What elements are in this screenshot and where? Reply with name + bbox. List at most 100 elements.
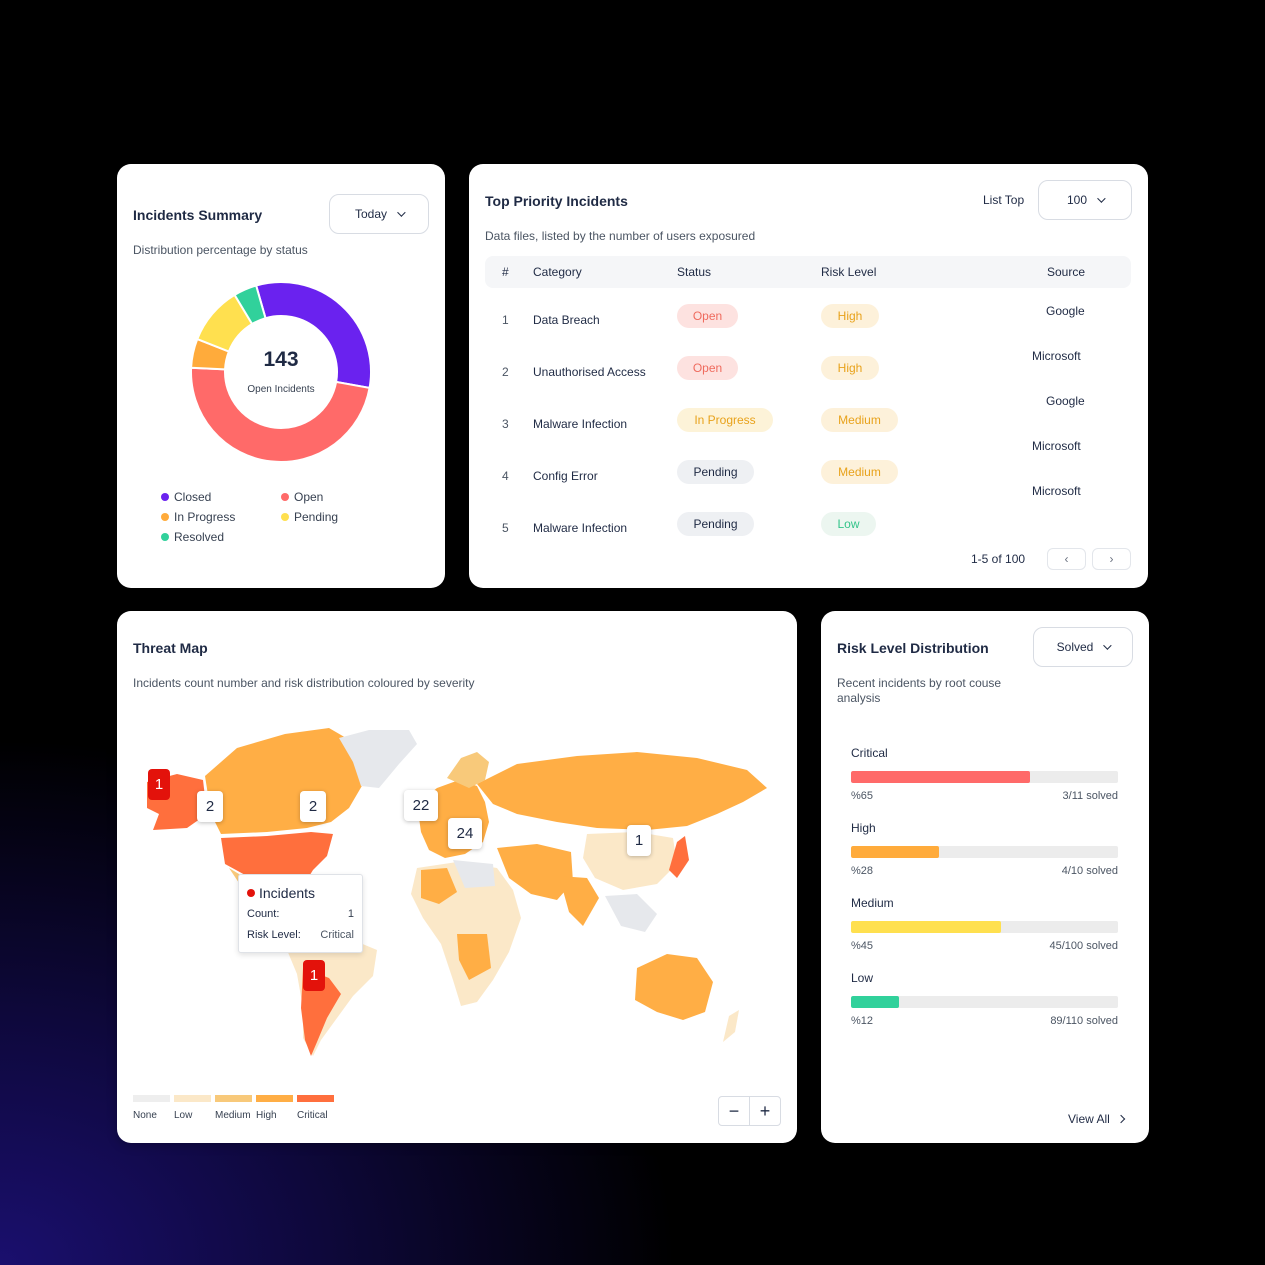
map-marker[interactable]: 2 [300,791,326,822]
risk-filter-value: Solved [1056,640,1094,654]
list-top-dropdown[interactable]: 100 [1038,180,1132,220]
tooltip-risk-label: Risk Level: [247,929,301,941]
tooltip-risk-value: Critical [320,929,354,941]
risk-level-percent: %45 [851,940,874,952]
risk-distribution-title: Risk Level Distribution [837,640,989,656]
table-row[interactable]: 4 Config Error Pending Medium [485,448,1131,500]
incidents-summary-title: Incidents Summary [133,207,263,223]
risk-level-solved: 4/10 solved [1061,865,1118,877]
risk-level-fill [851,771,1030,783]
table-row[interactable]: 2 Unauthorised Access Open High [485,344,1131,396]
chevron-down-icon [1103,641,1113,650]
scale-label: Low [174,1110,193,1121]
scale-critical [297,1095,334,1102]
africa-west-region [421,868,457,904]
source-cell: Microsoft [1032,439,1081,453]
legend-dot [161,493,169,501]
zoom-in-button[interactable]: + [749,1096,781,1126]
chevron-down-icon [1097,194,1106,203]
scale-label: Critical [297,1110,328,1121]
list-top-value: 100 [1066,193,1088,207]
summary-period-dropdown[interactable]: Today [329,194,429,234]
source-cell: Google [1046,304,1085,318]
map-marker[interactable]: 1 [148,769,170,800]
russia-region [477,752,767,830]
legend-resolved: Resolved [161,530,224,544]
risk-level-percent: %12 [851,1015,874,1027]
africa-north-region [453,860,495,888]
legend-label: Resolved [174,530,225,544]
risk-level-solved: 3/11 solved [1062,790,1118,802]
map-marker[interactable]: 24 [448,818,482,849]
risk-level-solved: 89/110 solved [1050,1015,1118,1027]
donut-slice-closed[interactable] [254,281,372,390]
canada-region [205,728,373,834]
row-category: Malware Infection [533,521,628,535]
risk-level-fill [851,996,900,1008]
status-donut-chart [190,281,372,463]
risk-level-label: High [851,821,876,835]
table-row[interactable]: 3 Malware Infection In Progress Medium [485,396,1131,448]
risk-distribution-subtitle: Recent incidents by root couse analysis [837,676,1002,705]
incidents-summary-subtitle: Distribution percentage by status [133,243,308,257]
risk-badge: Low [821,512,876,536]
legend-dot [281,513,289,521]
row-number: 1 [502,313,509,327]
map-marker[interactable]: 1 [303,960,325,991]
table-row[interactable]: 1 Data Breach Open High [485,292,1131,344]
legend-label: In Progress [174,510,236,524]
legend-closed: Closed [161,490,211,504]
china-region [583,832,677,890]
new-zealand-region [723,1010,739,1042]
plus-icon: + [759,1100,771,1121]
risk-level-label: Low [851,971,874,985]
donut-slice-resolved[interactable] [233,284,267,326]
legend-dot [281,493,289,501]
table-header: # Category Status Risk Level Source [485,256,1131,288]
map-marker[interactable]: 1 [627,825,651,856]
legend-open: Open [281,490,323,504]
zoom-out-button[interactable]: − [718,1096,750,1126]
risk-filter-dropdown[interactable]: Solved [1033,627,1133,667]
greenland-region [339,730,417,788]
map-marker[interactable]: 2 [197,791,223,822]
row-number: 5 [502,521,509,535]
donut-total: 143 [263,348,299,371]
prev-page-button[interactable]: ‹ [1047,548,1086,570]
table-row[interactable]: 5 Malware Infection Pending Low [485,500,1131,552]
legend-in-progress: In Progress [161,510,235,524]
risk-level-track [851,846,1118,858]
chevron-right-icon: › [1109,552,1114,566]
scale-label: High [256,1110,277,1121]
risk-level-fill [851,921,1001,933]
legend-dot [161,513,169,521]
next-page-button[interactable]: › [1092,548,1131,570]
risk-level-percent: %65 [851,790,874,802]
risk-level-track [851,771,1118,783]
tooltip-count-label: Count: [247,908,280,920]
col-status: Status [677,265,712,279]
legend-dot [161,533,169,541]
top-priority-subtitle: Data files, listed by the number of user… [485,229,756,243]
scandinavia-region [447,752,489,788]
threat-map-title: Threat Map [133,640,208,656]
status-badge: Pending [677,460,754,484]
list-top-label: List Top [983,193,1025,207]
donut-total-label: Open Incidents [247,384,315,395]
world-map[interactable] [117,718,797,1068]
threat-map-subtitle: Incidents count number and risk distribu… [133,676,475,690]
row-number: 3 [502,417,509,431]
risk-level-label: Critical [851,746,888,760]
status-badge: Open [677,304,738,328]
chevron-right-icon [1116,1114,1126,1124]
legend-label: Open [294,490,324,504]
risk-level-fill [851,846,940,858]
risk-level-percent: %28 [851,865,874,877]
chevron-left-icon: ‹ [1064,552,1069,566]
map-marker[interactable]: 22 [404,790,438,821]
donut-slice-open[interactable] [190,366,371,463]
critical-dot-icon [247,889,255,897]
view-all-link[interactable]: View All [1068,1112,1126,1126]
chevron-down-icon [397,208,406,217]
scale-label: Medium [215,1110,251,1121]
